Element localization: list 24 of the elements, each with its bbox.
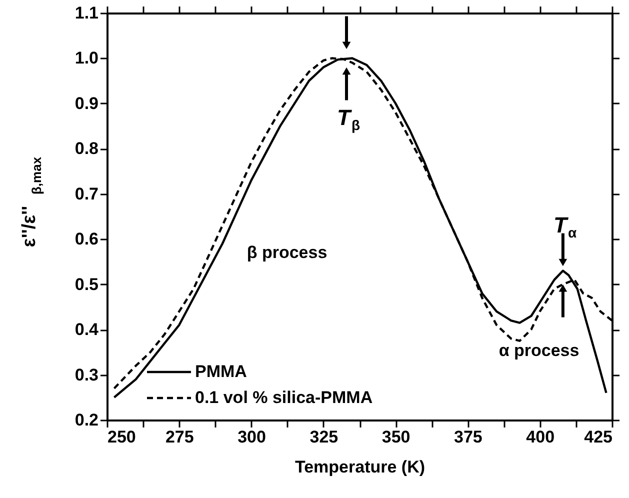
legend-label: 0.1 vol % silica-PMMA bbox=[195, 388, 373, 407]
x-tick-label: 425 bbox=[584, 428, 612, 446]
y-tick-label: 1.0 bbox=[74, 48, 98, 68]
y-tick-label: 0.9 bbox=[74, 94, 98, 113]
x-tick-label: 400 bbox=[526, 428, 555, 446]
y-tick-label: 0.2 bbox=[74, 410, 98, 430]
x-tick-label: 325 bbox=[310, 428, 338, 446]
x-tick-label: 375 bbox=[454, 428, 482, 446]
x-axis-title: Temperature (K) bbox=[294, 458, 426, 476]
x-tick-label: 300 bbox=[238, 428, 266, 446]
annotation: β process bbox=[246, 243, 328, 262]
annotation: α process bbox=[498, 341, 580, 360]
y-tick-label: 0.8 bbox=[74, 139, 98, 158]
y-tick-label: 0.4 bbox=[74, 320, 100, 340]
legend-label: PMMA bbox=[195, 362, 247, 381]
x-tick-label: 275 bbox=[165, 428, 194, 446]
y-axis-title: ε''/ε''β,max bbox=[19, 156, 44, 248]
x-tick-label: 250 bbox=[108, 428, 136, 446]
y-tick-label: 0.7 bbox=[74, 184, 98, 204]
y-tick-label: 0.5 bbox=[74, 274, 98, 294]
y-tick-label: 0.6 bbox=[74, 230, 98, 249]
y-tick-label: 1.1 bbox=[74, 4, 98, 22]
y-tick-label: 0.3 bbox=[74, 365, 98, 384]
x-tick-label: 350 bbox=[382, 428, 410, 446]
